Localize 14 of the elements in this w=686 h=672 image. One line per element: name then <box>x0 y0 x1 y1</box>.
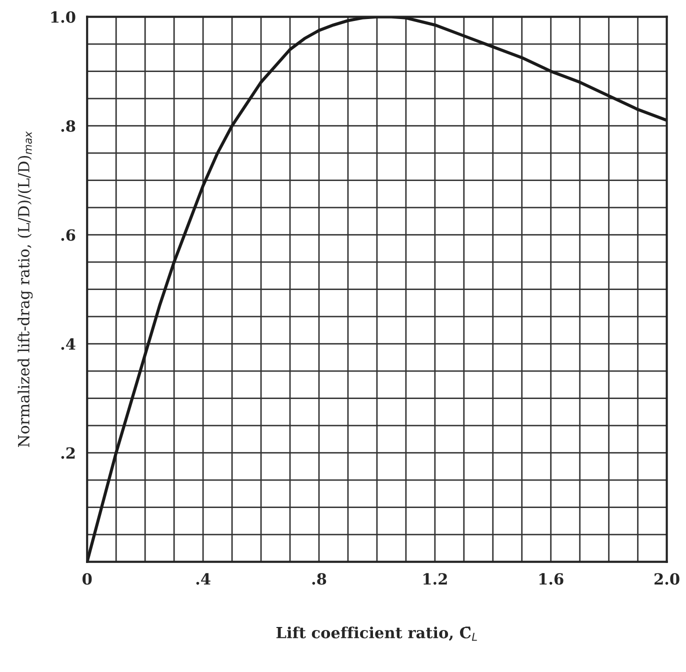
x-tick-label: .4 <box>196 573 210 585</box>
x-tick-label: 1.6 <box>539 573 564 585</box>
x-tick-label: 0 <box>82 573 92 585</box>
x-tick-label: .8 <box>312 573 326 585</box>
y-tick-label: .8 <box>61 120 76 132</box>
y-axis-title: Normalized lift-drag ratio, (L/D)/(L/D)$_{max}$ <box>18 131 33 447</box>
y-tick-label: .4 <box>61 338 76 350</box>
x-tick-label: 1.2 <box>424 573 447 585</box>
x-axis-title: Lift coefficient ratio, C̄$_{L}$ <box>276 626 477 641</box>
x-tick-label: 2.0 <box>654 573 680 585</box>
y-tick-label: .6 <box>61 229 76 241</box>
y-tick-label: 1.0 <box>51 11 76 23</box>
line-series <box>87 16 667 562</box>
y-tick-label: .2 <box>61 447 75 459</box>
